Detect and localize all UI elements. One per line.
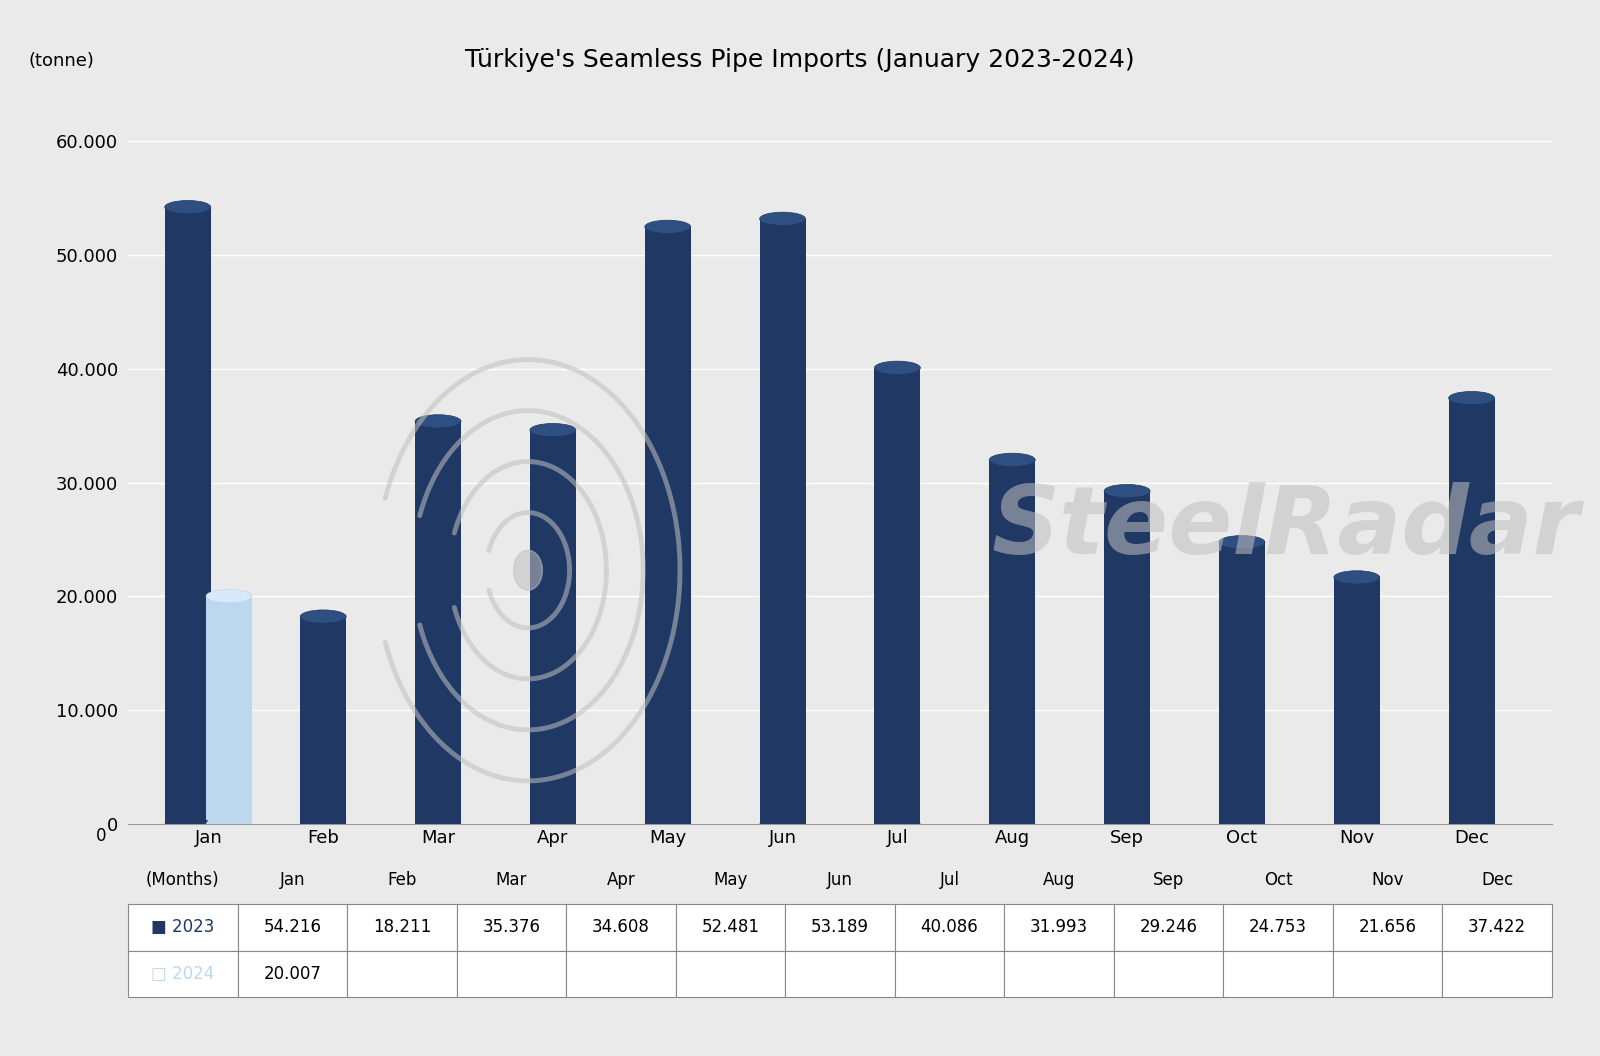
Ellipse shape [206,817,253,830]
Ellipse shape [760,817,805,830]
Ellipse shape [645,817,691,830]
Ellipse shape [414,415,461,428]
Ellipse shape [165,817,211,830]
Bar [1104,491,1150,824]
Text: (tonne): (tonne) [29,52,94,70]
Ellipse shape [875,817,920,830]
Ellipse shape [414,817,461,830]
Ellipse shape [301,610,346,623]
Bar [414,421,461,824]
Ellipse shape [1448,392,1494,404]
Text: Türkiye's Seamless Pipe Imports (January 2023-2024): Türkiye's Seamless Pipe Imports (January… [466,48,1134,72]
Bar [165,207,211,824]
Ellipse shape [1334,570,1379,584]
Bar [1219,542,1266,824]
Bar [760,219,805,824]
Text: SteelRadar: SteelRadar [992,482,1581,574]
Bar [206,597,253,824]
Circle shape [514,550,542,590]
Bar [645,227,691,824]
Ellipse shape [1448,817,1494,830]
Bar [989,459,1035,824]
Ellipse shape [875,361,920,375]
Ellipse shape [1104,817,1150,830]
Bar [875,367,920,824]
Bar [1334,578,1379,824]
Ellipse shape [530,423,576,437]
Ellipse shape [1104,485,1150,497]
Ellipse shape [165,201,211,213]
Ellipse shape [1219,817,1266,830]
Ellipse shape [301,817,346,830]
Bar [530,430,576,824]
Ellipse shape [206,589,253,603]
Ellipse shape [989,817,1035,830]
Bar [301,617,346,824]
Ellipse shape [760,212,805,225]
Ellipse shape [1334,817,1379,830]
Ellipse shape [1219,535,1266,549]
Ellipse shape [989,453,1035,467]
Ellipse shape [645,221,691,233]
Ellipse shape [530,817,576,830]
Text: 0: 0 [96,828,107,846]
Bar [1448,398,1494,824]
